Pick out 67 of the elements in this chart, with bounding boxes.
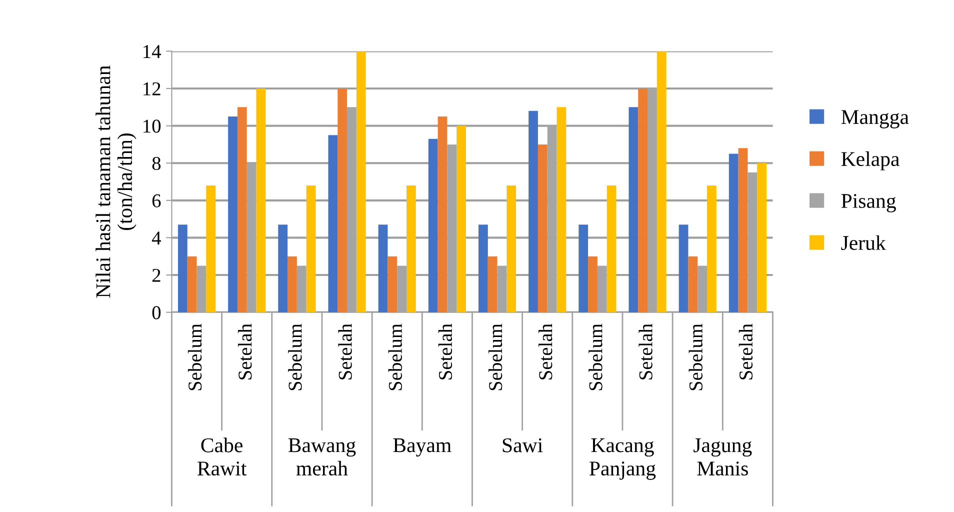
bar	[588, 256, 598, 312]
bar	[688, 256, 698, 312]
x-tick-label: Setelah	[738, 324, 753, 380]
bar	[757, 163, 766, 312]
x-tick-label: Sebelum	[188, 324, 202, 390]
x-tick-label: Setelah	[438, 324, 452, 380]
bar	[628, 107, 638, 312]
bar	[378, 224, 388, 312]
bar	[538, 144, 548, 312]
bar	[306, 185, 316, 312]
bar	[488, 256, 498, 312]
bar	[578, 224, 588, 312]
x-tick-label: Setelah	[538, 324, 552, 380]
text: Jagung Manis	[694, 438, 752, 476]
bar	[456, 126, 466, 312]
bar	[428, 138, 438, 312]
bar	[738, 148, 748, 312]
text: Cabe Rawit	[198, 438, 247, 476]
bar	[237, 107, 247, 312]
x-tick-label: Setelah	[338, 324, 352, 380]
x-tick-label: Sebelum	[488, 324, 502, 390]
bar	[256, 88, 266, 312]
bar	[288, 256, 297, 312]
x-tick-label: Sebelum	[688, 324, 702, 390]
text: Kacang Panjang	[590, 438, 656, 480]
x-tick-label: Sebelum	[588, 324, 602, 390]
bar	[178, 224, 188, 312]
y-tick-label: 8	[152, 156, 161, 170]
legend-label: Jeruk	[841, 235, 886, 250]
x-tick-label: Setelah	[638, 324, 652, 380]
bar	[707, 185, 716, 312]
bar	[678, 224, 688, 312]
bar	[478, 224, 488, 312]
bar	[638, 88, 648, 312]
bar	[656, 51, 666, 312]
bar	[438, 116, 448, 312]
bar	[606, 185, 616, 312]
text: Bawang merah	[288, 438, 356, 476]
y-tick-label: 14	[144, 45, 161, 58]
x-tick-label: Setelah	[238, 324, 252, 380]
bar	[556, 107, 566, 312]
bar	[388, 256, 398, 312]
bar	[228, 116, 238, 312]
x-tick-label: Sebelum	[288, 324, 302, 390]
bar	[406, 185, 416, 312]
y-tick-label: 6	[152, 194, 161, 208]
y-tick-label: 10	[144, 120, 161, 133]
y-tick-label: 2	[152, 268, 160, 282]
y-axis-title: Nilai hasil tanaman tahunan (ton/ha/thn)	[96, 66, 136, 298]
y-tick-label: 4	[152, 232, 161, 244]
bar	[278, 224, 288, 312]
text: Bayam	[393, 438, 452, 457]
y-tick-label: 12	[144, 82, 160, 96]
bar	[728, 154, 738, 312]
bar	[338, 88, 348, 312]
y-tick-label: 0	[152, 306, 161, 320]
legend-label: Kelapa	[841, 151, 900, 170]
bar	[187, 256, 197, 312]
legend-label: Pisang	[841, 194, 896, 212]
bar	[506, 185, 516, 312]
x-tick-label: Sebelum	[388, 324, 402, 390]
bar	[206, 185, 216, 312]
bar	[328, 135, 338, 312]
text: Sawi	[502, 438, 543, 452]
bar	[356, 51, 366, 312]
legend-label: Mangga	[841, 110, 909, 128]
bar	[528, 110, 538, 312]
